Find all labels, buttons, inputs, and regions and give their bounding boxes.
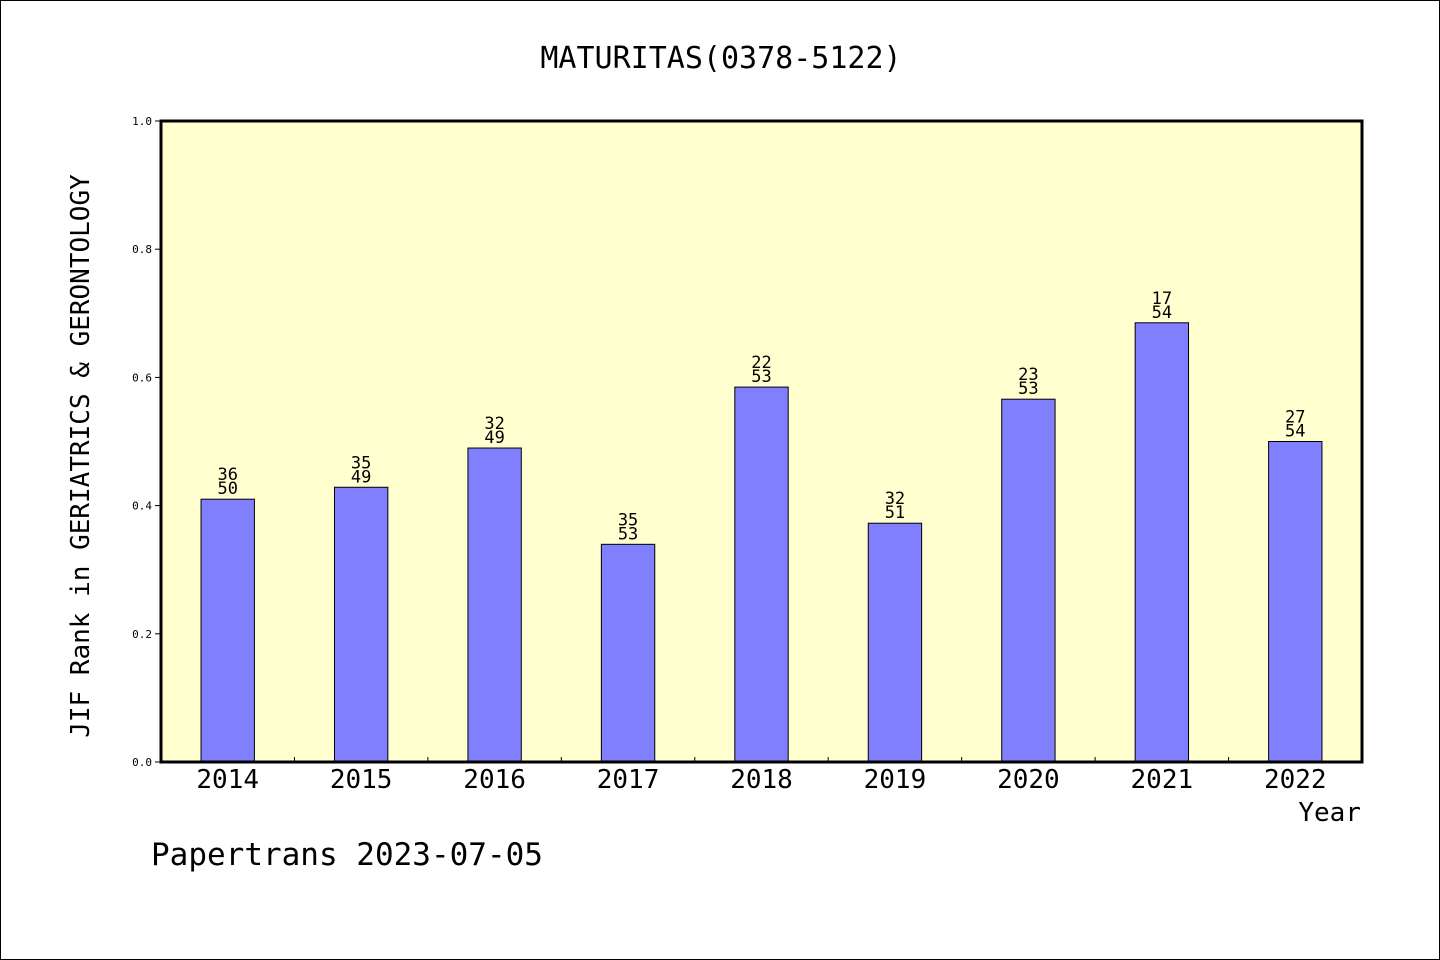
bar-label-rank: 23 <box>1018 365 1038 385</box>
x-axis-label: Year <box>1298 798 1361 828</box>
bar <box>867 522 923 763</box>
x-tick-label: 2018 <box>730 765 793 795</box>
bar-label-total: 53 <box>1018 379 1038 399</box>
x-axis-ticks: 2014 2015 2016 2017 2018 2019 2020 2021 2022 <box>196 757 1327 795</box>
bar <box>467 447 522 763</box>
x-tick-label: 2020 <box>997 765 1060 795</box>
bar <box>734 386 789 763</box>
plot-frame <box>159 119 1364 764</box>
bar <box>200 498 255 763</box>
bar <box>1268 441 1323 763</box>
y-tick-label: 0.2 <box>132 628 152 641</box>
x-tick-label: 2016 <box>463 765 526 795</box>
chart-title: MATURITAS(0378-5122) <box>540 41 901 76</box>
bar <box>1134 322 1190 763</box>
bar-label-rank: 36 <box>217 465 237 485</box>
bar-label-rank: 17 <box>1152 289 1172 309</box>
bar <box>600 543 656 763</box>
x-tick-label: 2019 <box>864 765 927 795</box>
bar-label-total: 54 <box>1285 422 1305 442</box>
y-tick-label: 0.4 <box>132 500 152 513</box>
bar-label-rank: 27 <box>1285 408 1305 428</box>
x-tick-label: 2014 <box>196 765 259 795</box>
y-tick-label: 1.0 <box>132 115 152 128</box>
footer-credit: Papertrans 2023-07-05 <box>151 837 543 873</box>
bar <box>1001 398 1056 763</box>
bar-label-rank: 35 <box>351 453 371 473</box>
bar-label-rank: 35 <box>618 510 638 530</box>
bar-label-total: 54 <box>1152 303 1172 323</box>
y-axis-ticks: 0.0 0.2 0.4 0.6 0.8 1.0 <box>132 115 161 769</box>
bars-group <box>200 322 1323 763</box>
bar-label-rank: 22 <box>751 353 771 373</box>
x-tick-label: 2021 <box>1131 765 1194 795</box>
y-tick-label: 0.6 <box>132 371 152 384</box>
x-tick-label: 2017 <box>597 765 660 795</box>
bar-label-rank: 32 <box>885 489 905 509</box>
bar-label-total: 53 <box>618 524 638 544</box>
y-tick-label: 0.0 <box>132 756 152 769</box>
x-tick-label: 2015 <box>330 765 393 795</box>
bar <box>333 486 389 763</box>
bar-label-total: 49 <box>484 428 504 448</box>
bar-label-total: 51 <box>885 503 905 523</box>
bar-label-rank: 32 <box>484 414 504 434</box>
y-axis-label: JIF Rank in GERIATRICS & GERONTOLOGY <box>66 174 96 738</box>
bar-label-total: 53 <box>751 367 771 387</box>
bar-label-total: 50 <box>217 479 237 499</box>
bar-label-total: 49 <box>351 467 371 487</box>
x-tick-label: 2022 <box>1264 765 1327 795</box>
y-tick-label: 0.8 <box>132 243 152 256</box>
